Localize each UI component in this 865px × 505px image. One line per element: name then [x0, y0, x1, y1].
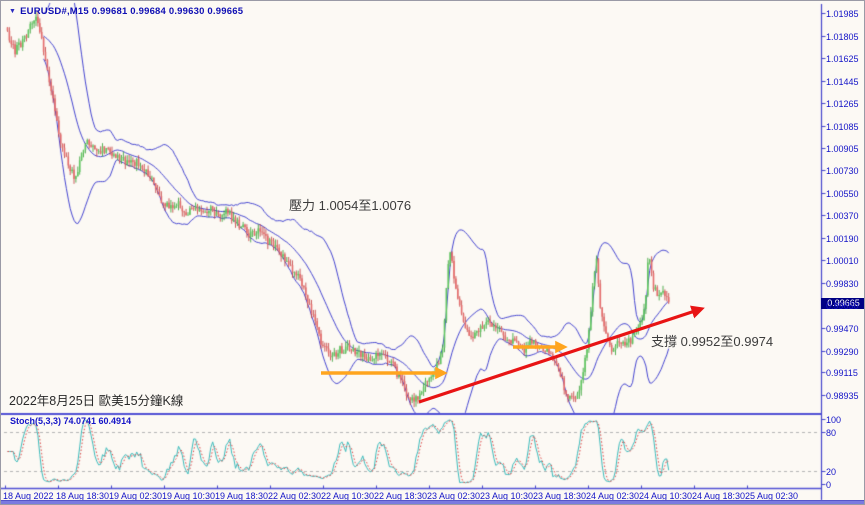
bottom-scrollbar-strip[interactable]: [1, 500, 864, 504]
